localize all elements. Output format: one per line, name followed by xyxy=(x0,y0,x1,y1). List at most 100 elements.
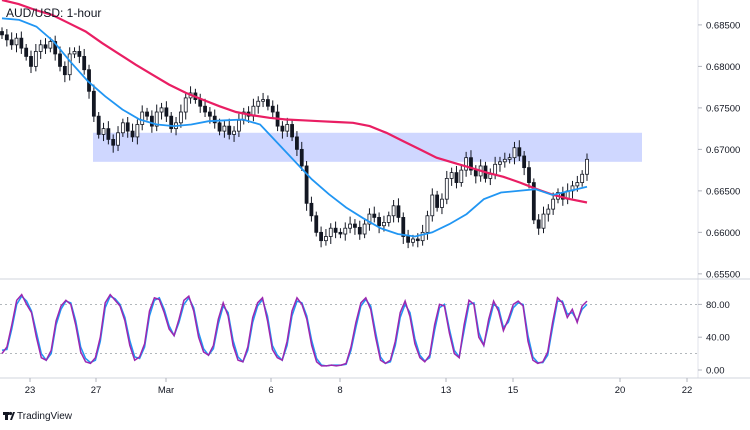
time-tick-label: 22 xyxy=(682,385,693,396)
candle-body xyxy=(444,178,449,200)
candle xyxy=(531,178,536,225)
candle-body xyxy=(256,100,261,107)
candle-body xyxy=(24,47,29,57)
oscillator-tick-label: 0.00 xyxy=(706,366,725,377)
candle xyxy=(261,92,265,108)
candle xyxy=(522,151,527,176)
candle-body xyxy=(29,56,33,67)
candle-body xyxy=(217,122,222,132)
candle-body xyxy=(116,132,120,146)
candle-body xyxy=(396,205,401,218)
candle-body xyxy=(338,231,343,235)
candle xyxy=(295,131,299,157)
time-tick-label: 15 xyxy=(508,385,519,396)
moving-average-blue-line xyxy=(1,17,588,238)
candle xyxy=(116,126,120,152)
oscillator-tick-label: 80.00 xyxy=(706,300,730,311)
candle-body xyxy=(435,194,440,208)
candle xyxy=(145,107,149,121)
candle xyxy=(178,104,183,128)
candle-body xyxy=(541,213,546,229)
candle-body xyxy=(169,115,174,130)
candle-body xyxy=(324,236,328,242)
candle xyxy=(14,33,19,53)
candle-body xyxy=(101,128,106,135)
candle-body xyxy=(362,223,367,235)
candle-body xyxy=(357,226,362,235)
candle xyxy=(53,35,58,61)
price-tick-label: 0.66000 xyxy=(706,228,740,239)
moving-average-pink-line xyxy=(1,0,588,204)
candle xyxy=(498,156,502,172)
candle xyxy=(280,121,285,139)
candle-body xyxy=(72,51,77,55)
candle xyxy=(256,96,261,114)
candle xyxy=(91,84,96,122)
candle-body xyxy=(507,157,512,160)
candle xyxy=(396,198,401,223)
candle-body xyxy=(0,31,4,36)
candle-body xyxy=(48,41,53,49)
candle-body xyxy=(222,125,227,132)
candle xyxy=(546,204,551,222)
candle-body xyxy=(290,124,294,138)
candle-body xyxy=(43,44,48,49)
candle-body xyxy=(159,107,164,113)
time-axis: 23 27 Mar 6 8 13 15 20 22 xyxy=(25,378,693,396)
candle xyxy=(29,50,33,74)
candle-body xyxy=(183,97,188,113)
time-tick-label: 13 xyxy=(441,385,452,396)
candle-body xyxy=(425,215,430,233)
candle-body xyxy=(304,165,309,204)
candle-body xyxy=(111,139,116,146)
candle-body xyxy=(411,238,415,243)
candle-body xyxy=(575,182,580,187)
candle-body xyxy=(328,227,333,237)
candle-body xyxy=(19,37,24,49)
candle xyxy=(304,160,309,211)
candle xyxy=(367,208,372,231)
candle-body xyxy=(464,157,469,171)
candle-body xyxy=(261,99,265,102)
candle xyxy=(362,219,367,239)
candle xyxy=(454,165,459,189)
time-tick-label: 23 xyxy=(25,385,36,396)
candle xyxy=(0,27,4,40)
candle xyxy=(290,120,294,142)
candle-body xyxy=(382,221,386,227)
candle xyxy=(386,211,391,227)
candle-body xyxy=(531,182,536,221)
candle xyxy=(111,134,116,153)
candle-body xyxy=(517,147,522,157)
candle-body xyxy=(502,158,507,163)
candle xyxy=(164,101,169,122)
candle-body xyxy=(9,39,14,46)
candle-body xyxy=(82,56,87,71)
candle xyxy=(72,47,77,59)
candle-body xyxy=(120,122,125,134)
candle xyxy=(309,196,314,222)
oscillator-panel xyxy=(0,293,698,367)
candle xyxy=(140,105,145,131)
candle xyxy=(324,229,328,246)
candle-body xyxy=(314,215,319,233)
candle-body xyxy=(401,217,406,237)
candle-body xyxy=(295,136,299,150)
candle-body xyxy=(473,169,478,177)
candle xyxy=(319,226,323,248)
candle-body xyxy=(38,44,43,52)
candle-body xyxy=(367,213,372,225)
candle xyxy=(9,32,14,50)
oscillator-signal-line xyxy=(1,294,588,367)
candle-body xyxy=(386,215,391,223)
candle xyxy=(444,170,449,205)
tradingview-brand-text: TradingView xyxy=(17,411,73,422)
candle xyxy=(314,211,319,237)
candle xyxy=(391,199,396,223)
candle-body xyxy=(391,205,396,217)
candle-body xyxy=(145,111,149,117)
candle xyxy=(440,193,444,215)
candle-body xyxy=(522,155,527,169)
candle-body xyxy=(299,148,304,167)
